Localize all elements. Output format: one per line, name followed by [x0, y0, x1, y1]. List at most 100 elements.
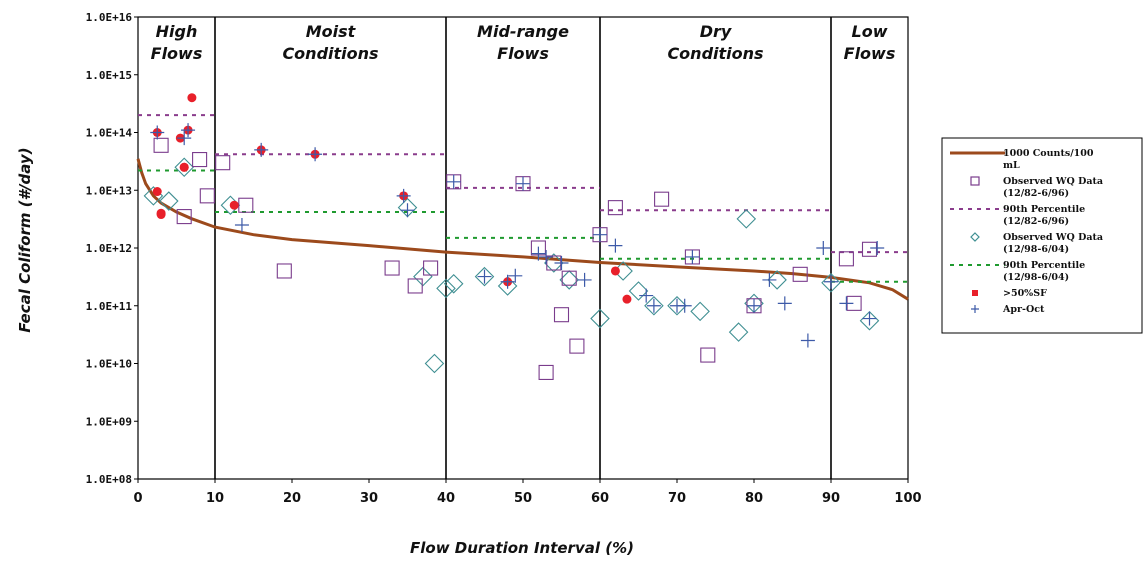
zone-label: Flows — [497, 44, 549, 63]
apr-oct-cross-marker — [500, 274, 515, 289]
legend-label: mL — [1003, 160, 1020, 171]
observed-square-marker — [199, 188, 215, 204]
observed-diamond-marker — [736, 209, 757, 229]
zone-label: Conditions — [667, 44, 763, 63]
apr-oct-cross-marker — [800, 333, 815, 348]
observed-diamond-marker — [590, 308, 610, 329]
observed-square-marker — [276, 263, 292, 279]
apr-oct-cross-marker — [150, 125, 165, 140]
legend-label: (12/82-6/96) — [1003, 188, 1069, 199]
apr-oct-cross-marker — [554, 255, 569, 270]
apr-oct-cross-marker — [639, 288, 654, 303]
apr-oct-cross-marker — [747, 298, 761, 313]
legend-label: 1000 Counts/100 — [1003, 148, 1094, 159]
apr-oct-cross-marker — [177, 131, 192, 146]
apr-oct-cross-marker — [677, 298, 692, 313]
legend-label: Observed WQ Data — [1003, 232, 1103, 243]
observed-diamond-marker — [559, 270, 579, 290]
observed-diamond-marker — [474, 266, 495, 287]
observed-diamond-marker — [413, 266, 433, 287]
apr-oct-cross-marker — [593, 227, 607, 242]
y-tick-label: 1.0E+15 — [86, 69, 132, 82]
observed-square-marker — [215, 155, 231, 171]
apr-oct-cross-marker — [396, 188, 411, 203]
legend-square-symbol — [970, 176, 980, 186]
observed-diamond-marker — [821, 272, 841, 293]
zone-label: Conditions — [282, 44, 378, 63]
y-tick-label: 1.0E+16 — [86, 11, 133, 24]
observed-square-marker — [861, 241, 878, 257]
observed-square-marker — [423, 260, 439, 276]
zone-label: Dry — [700, 22, 732, 41]
observed-diamond-marker — [667, 295, 687, 316]
apr-oct-cross-marker — [608, 238, 623, 253]
zone-label: Moist — [306, 22, 357, 41]
apr-oct-cross-marker — [824, 274, 838, 289]
exceed-marker — [622, 294, 632, 304]
x-tick-label: 50 — [514, 491, 532, 506]
apr-oct-cross-marker — [762, 272, 777, 287]
apr-oct-cross-marker — [577, 272, 592, 287]
observed-square-marker — [700, 347, 716, 363]
apr-oct-cross-marker — [234, 218, 249, 233]
observed-diamond-marker — [690, 301, 710, 322]
x-axis-title: Flow Duration Interval (%) — [410, 539, 634, 557]
observed-square-marker — [561, 270, 577, 286]
x-tick-label: 30 — [360, 491, 378, 506]
axis-ticks: 0 10 20 30 40 50 60 70 80 90 100 1.0E+08 1.0E+09 1.0E… — [86, 11, 922, 506]
apr-oct-cross-marker — [539, 249, 554, 264]
legend-label: Observed WQ Data — [1003, 176, 1103, 187]
data-markers — [143, 93, 885, 380]
y-tick-label: 1.0E+14 — [86, 127, 133, 140]
legend-label: (12/98-6/04) — [1003, 272, 1069, 283]
observed-diamond-marker — [728, 322, 749, 342]
y-tick-label: 1.0E+10 — [86, 358, 132, 371]
observed-diamond-marker — [443, 274, 464, 294]
apr-oct-cross-marker — [839, 296, 854, 311]
x-tick-label: 90 — [822, 491, 840, 506]
observed-square-marker — [792, 266, 808, 282]
observed-square-marker — [153, 137, 169, 153]
observed-diamond-marker — [544, 253, 564, 273]
observed-diamond-marker — [644, 295, 664, 316]
x-tick-label: 80 — [745, 491, 763, 506]
apr-oct-cross-marker — [646, 298, 661, 313]
apr-oct-cross-marker — [862, 311, 877, 326]
x-tick-label: 0 — [133, 491, 142, 506]
zone-label: Low — [852, 22, 888, 41]
observed-diamond-marker — [859, 310, 880, 331]
y-tick-label: 1.0E+09 — [86, 415, 132, 428]
exceed-marker — [229, 200, 239, 210]
curve-line — [136, 158, 909, 301]
observed-square-marker — [384, 260, 400, 276]
apr-oct-cross-marker — [254, 142, 269, 157]
legend-cross-symbol — [971, 305, 979, 313]
exceed-marker — [179, 162, 189, 172]
apr-oct-cross-marker — [181, 123, 196, 138]
apr-oct-cross-marker — [531, 246, 546, 261]
apr-oct-cross-marker — [685, 249, 700, 264]
apr-oct-cross-marker — [870, 241, 885, 255]
apr-oct-cross-marker — [777, 296, 792, 311]
legend-label: 90th Percentile — [1003, 260, 1085, 271]
x-tick-label: 60 — [591, 491, 609, 506]
zone-label: High — [156, 22, 198, 41]
observed-square-marker — [654, 191, 670, 207]
legend-label: >50%SF — [1003, 288, 1047, 299]
legend-label: 90th Percentile — [1003, 204, 1085, 215]
exceed-marker — [610, 266, 620, 276]
curve-series — [136, 158, 909, 301]
observed-square-marker — [553, 307, 570, 323]
legend-box — [941, 137, 1143, 334]
observed-square-marker — [538, 364, 554, 380]
observed-square-marker — [176, 209, 192, 225]
x-tick-label: 70 — [668, 491, 686, 506]
apr-oct-cross-marker — [400, 203, 415, 218]
apr-oct-cross-marker — [477, 269, 492, 284]
observed-diamond-marker — [174, 157, 194, 178]
zone-label: Flows — [151, 44, 203, 63]
x-tick-label: 20 — [283, 491, 301, 506]
observed-square-marker — [238, 197, 254, 213]
apr-oct-cross-marker — [516, 176, 530, 191]
